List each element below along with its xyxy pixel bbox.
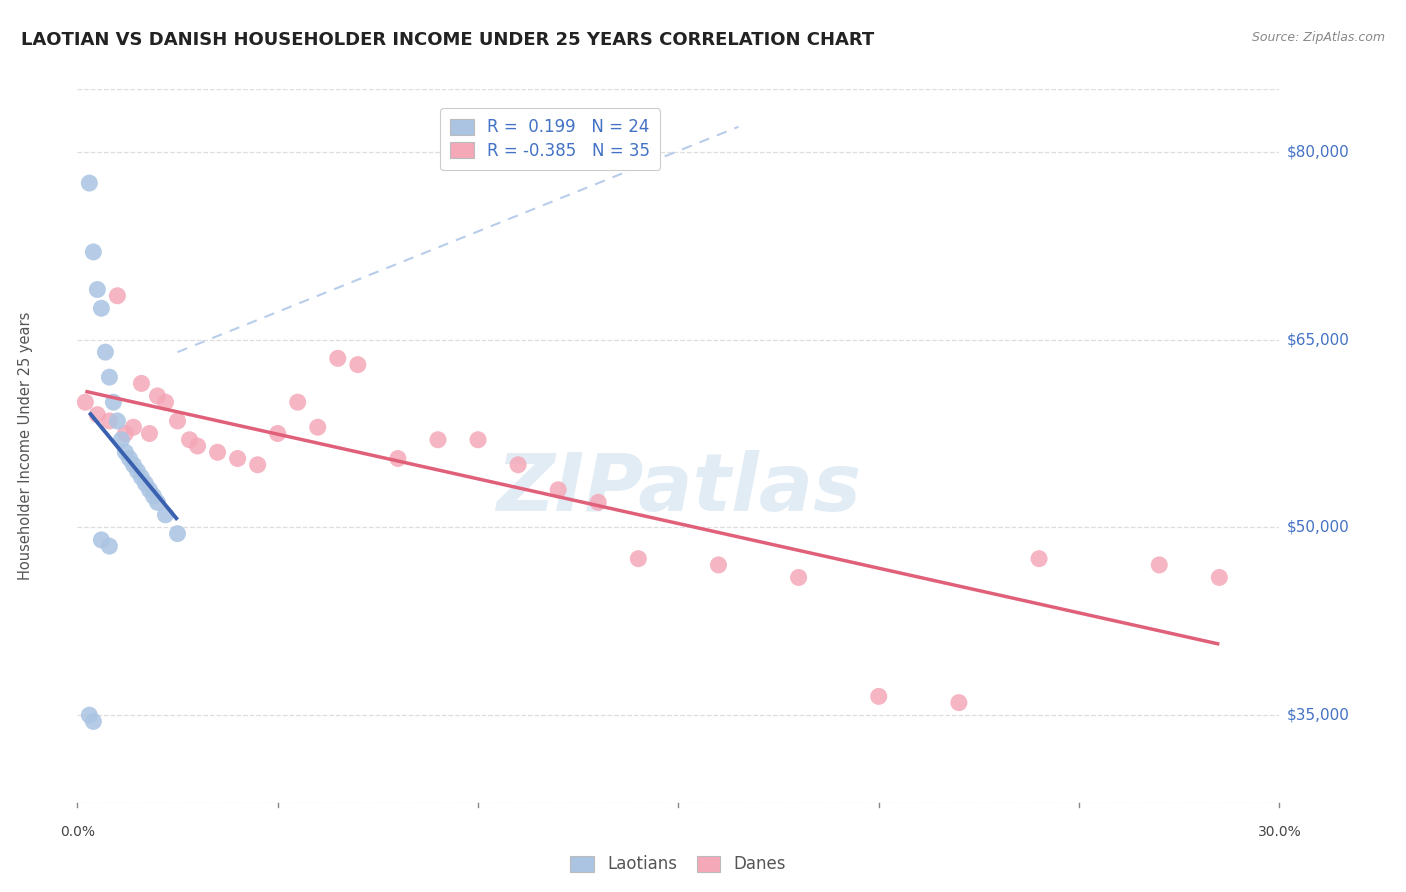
Point [131,470,153,484]
Point [90,533,112,547]
Point [547,483,569,497]
Text: Householder Income Under 25 years: Householder Income Under 25 years [18,312,32,580]
Point [86,408,108,422]
Point [138,483,160,497]
Point [166,526,188,541]
Text: LAOTIAN VS DANISH HOUSEHOLDER INCOME UNDER 25 YEARS CORRELATION CHART: LAOTIAN VS DANISH HOUSEHOLDER INCOME UND… [21,31,875,49]
Point [246,458,269,472]
Point [114,445,136,459]
Point [588,495,610,509]
Point [707,558,730,572]
Point [118,451,141,466]
Text: 0.0%: 0.0% [60,825,94,839]
Point [127,464,149,478]
Text: $80,000: $80,000 [1286,145,1350,160]
Point [122,420,145,434]
Text: $35,000: $35,000 [1286,707,1350,723]
Point [103,395,125,409]
Point [79,176,101,190]
Point [155,395,177,409]
Point [948,696,970,710]
Point [75,395,97,409]
Point [186,439,209,453]
Point [307,420,329,434]
Point [387,451,409,466]
Point [146,495,169,509]
Point [90,301,112,316]
Point [146,389,169,403]
Point [131,376,153,391]
Point [166,414,188,428]
Point [86,283,108,297]
Point [868,690,890,704]
Point [114,426,136,441]
Point [82,244,104,259]
Point [79,708,101,723]
Point [347,358,370,372]
Point [155,508,177,522]
Legend: Laotians, Danes: Laotians, Danes [564,849,793,880]
Point [98,370,121,384]
Text: ZIPatlas: ZIPatlas [496,450,860,528]
Point [1028,551,1050,566]
Point [94,345,117,359]
Point [134,476,156,491]
Point [226,451,249,466]
Point [427,433,450,447]
Point [326,351,349,366]
Point [627,551,650,566]
Point [122,458,145,472]
Point [267,426,290,441]
Point [138,426,160,441]
Text: $50,000: $50,000 [1286,520,1350,535]
Point [82,714,104,729]
Point [467,433,489,447]
Text: $65,000: $65,000 [1286,332,1350,347]
Point [98,414,121,428]
Point [207,445,229,459]
Point [1208,570,1230,584]
Point [142,489,165,503]
Point [787,570,810,584]
Point [508,458,530,472]
Point [1149,558,1171,572]
Point [287,395,309,409]
Point [98,539,121,553]
Point [107,289,129,303]
Point [179,433,201,447]
Point [110,433,132,447]
Text: 30.0%: 30.0% [1257,825,1302,839]
Text: Source: ZipAtlas.com: Source: ZipAtlas.com [1251,31,1385,45]
Point [107,414,129,428]
